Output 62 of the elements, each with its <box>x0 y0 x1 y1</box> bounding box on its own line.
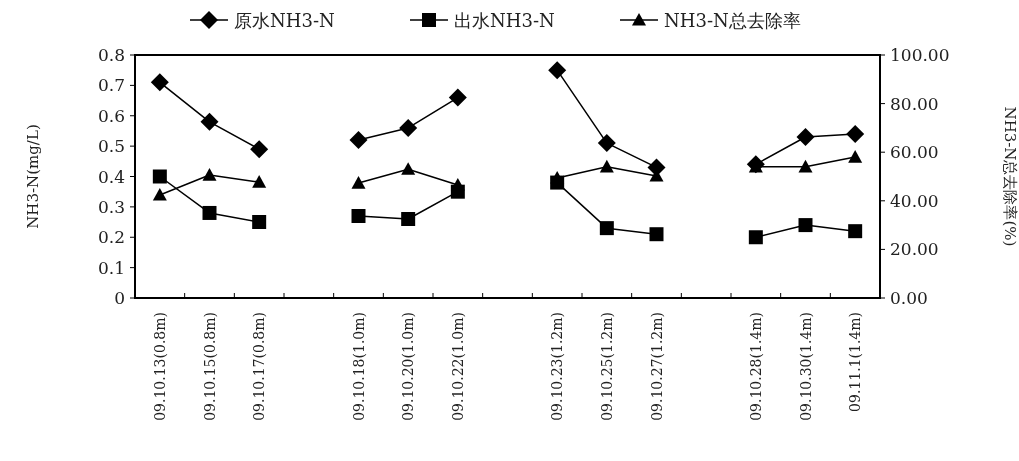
y2-tick-label: 80.00 <box>890 93 939 114</box>
point <box>150 73 169 92</box>
point <box>796 128 815 147</box>
point <box>351 208 366 223</box>
x-tick-label: 09.11.1(1.4m) <box>847 312 864 412</box>
point <box>798 218 813 233</box>
y2-tick-label: 0.00 <box>890 288 928 308</box>
point <box>649 227 664 242</box>
y2-axis-title: NH3-N总去除率(%) <box>1001 106 1019 247</box>
y-tick-label: 0.1 <box>97 257 125 278</box>
point <box>202 205 217 220</box>
x-tick-label: 09.10.17(0.8m) <box>251 312 268 421</box>
x-tick-label: 09.10.25(1.2m) <box>598 312 615 421</box>
point <box>351 176 366 189</box>
y2-tick-label: 40.00 <box>890 190 939 211</box>
point <box>846 124 865 143</box>
x-tick-label: 09.10.18(1.0m) <box>350 312 367 421</box>
point <box>401 212 416 227</box>
y2-tick-label: 60.00 <box>890 142 939 163</box>
point <box>252 175 267 188</box>
point <box>152 169 167 184</box>
point <box>848 224 863 239</box>
x-tick-label: 09.10.23(1.2m) <box>549 312 566 421</box>
y2-tick-label: 20.00 <box>890 239 939 260</box>
y-tick-label: 0.2 <box>97 227 125 248</box>
point <box>448 88 467 107</box>
point <box>798 159 813 173</box>
x-tick-label: 09.10.30(1.4m) <box>797 312 814 421</box>
x-tick-label: 09.10.20(1.0m) <box>400 312 417 421</box>
x-tick-label: 09.10.27(1.2m) <box>648 312 665 421</box>
point <box>202 168 217 181</box>
legend-label: NH3-N总去除率 <box>664 10 801 31</box>
x-tick-label: 09.10.22(1.0m) <box>449 312 466 421</box>
legend-label: 原水NH3-N <box>234 10 335 31</box>
point <box>349 131 368 150</box>
point <box>250 140 269 159</box>
point <box>399 118 418 137</box>
point <box>599 221 614 236</box>
legend-label: 出水NH3-N <box>454 10 555 31</box>
y-axis-title: NH3-N(mg/L) <box>24 124 42 229</box>
x-tick-label: 09.10.15(0.8m) <box>201 312 218 421</box>
y-tick-label: 0.4 <box>97 166 125 187</box>
y-tick-label: 0.3 <box>97 196 125 217</box>
point <box>748 230 763 245</box>
x-tick-label: 09.10.13(0.8m) <box>151 312 168 421</box>
point <box>599 159 614 173</box>
point <box>450 178 465 191</box>
point <box>152 187 167 201</box>
point <box>548 61 567 80</box>
point <box>200 112 219 131</box>
y-tick-label: 0.5 <box>97 136 125 157</box>
point <box>597 134 616 153</box>
y-tick-label: 0.8 <box>97 45 125 65</box>
point <box>550 170 565 184</box>
y-tick-label: 0 <box>114 288 125 308</box>
y-tick-label: 0.6 <box>97 105 125 126</box>
x-tick-label: 09.10.28(1.4m) <box>747 312 764 421</box>
point <box>401 162 416 175</box>
point <box>848 150 863 163</box>
y-tick-label: 0.7 <box>97 75 125 96</box>
point <box>252 215 267 230</box>
y2-tick-label: 100.00 <box>890 45 950 65</box>
